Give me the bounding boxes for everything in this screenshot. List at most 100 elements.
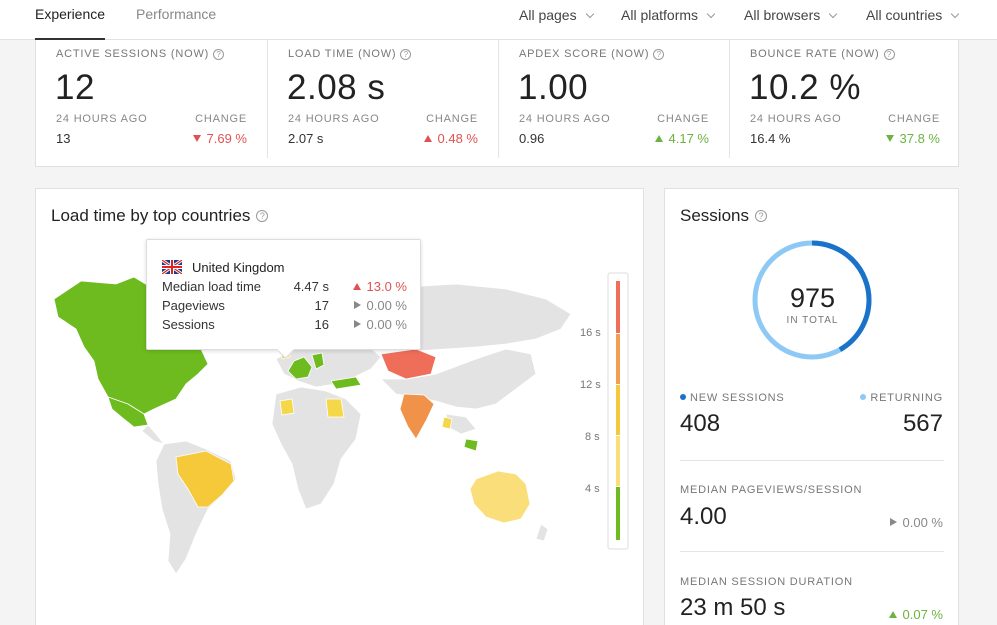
legend-label: 4 s — [585, 483, 600, 495]
kpi-previous: 2.07 s — [288, 131, 324, 146]
kpi-change-label: CHANGE — [657, 113, 709, 125]
tooltip-row-change: 13.0 % — [366, 279, 407, 294]
filter-countries-label: All countries — [866, 7, 943, 23]
legend-band-light — [616, 436, 620, 486]
legend-band-slowest — [616, 281, 620, 333]
kpi-change-value: 0.48 % — [437, 131, 478, 146]
help-icon[interactable]: ? — [883, 49, 895, 60]
filter-pages-label: All pages — [519, 7, 577, 23]
legend-label: 8 s — [585, 431, 600, 443]
sessions-card: Sessions? 975 IN TOTAL NEW SESSIONS RETU… — [664, 188, 959, 625]
pageviews-change: 0.00 % — [902, 515, 943, 530]
arrow-up-icon — [654, 135, 663, 142]
kpi-label: APDEX SCORE (NOW) — [519, 48, 650, 60]
legend-label: 16 s — [580, 327, 601, 339]
kpi-value: 10.2 % — [749, 68, 861, 107]
legend-band-slow — [616, 334, 620, 384]
filter-browsers-label: All browsers — [744, 7, 821, 23]
filter-browsers[interactable]: All browsers — [744, 0, 838, 30]
kpi-sub-label: 24 HOURS AGO — [56, 113, 148, 125]
card-title: Load time by top countries — [51, 206, 251, 225]
arrow-right-icon — [889, 518, 897, 526]
arrow-right-icon — [353, 320, 361, 328]
filter-pages[interactable]: All pages — [519, 0, 594, 30]
help-icon[interactable]: ? — [256, 210, 269, 222]
country-turkey[interactable] — [330, 376, 362, 390]
sessions-total-label: IN TOTAL — [786, 315, 839, 326]
kpi-label: LOAD TIME (NOW) — [288, 48, 397, 60]
help-icon[interactable]: ? — [213, 49, 225, 60]
country-brazil[interactable] — [175, 450, 235, 508]
legend-band-medium — [616, 385, 620, 435]
country-malaysia[interactable] — [463, 438, 479, 452]
returning-value: 567 — [902, 410, 943, 437]
world-map[interactable] — [36, 189, 645, 625]
arrow-down-icon — [192, 135, 201, 142]
kpi-change: 7.69 % — [192, 131, 247, 146]
kpi-change-value: 7.69 % — [206, 131, 247, 146]
tooltip-row-change: 0.00 % — [366, 317, 407, 332]
kpi-change-label: CHANGE — [426, 113, 478, 125]
country-india[interactable] — [399, 393, 435, 440]
kpi-label: ACTIVE SESSIONS (NOW) — [56, 48, 210, 60]
uk-flag-icon — [162, 260, 182, 274]
kpi-change-value: 37.8 % — [899, 131, 940, 146]
kpi-active-sessions: ACTIVE SESSIONS (NOW)? 12 24 HOURS AGO C… — [36, 40, 267, 158]
kpi-change: 4.17 % — [654, 131, 709, 146]
country-kazakhstan[interactable] — [380, 348, 437, 380]
help-icon[interactable]: ? — [653, 49, 665, 60]
duration-change: 0.07 % — [902, 607, 943, 622]
divider — [680, 460, 944, 461]
sessions-total: 975 — [789, 283, 836, 313]
kpi-previous: 13 — [56, 131, 71, 146]
arrow-up-icon — [352, 283, 361, 290]
chevron-down-icon — [585, 9, 594, 19]
help-icon[interactable]: ? — [400, 49, 412, 60]
country-thailand[interactable] — [441, 416, 453, 430]
tooltip-row-change: 0.00 % — [366, 298, 407, 313]
country-australia[interactable] — [469, 470, 531, 524]
country-france[interactable] — [287, 356, 313, 380]
help-icon[interactable]: ? — [754, 210, 767, 222]
tooltip-country: United Kingdom — [192, 260, 285, 275]
arrow-down-icon — [885, 135, 894, 142]
country-new-zealand[interactable] — [535, 523, 549, 542]
duration-value: 23 m 50 s — [680, 594, 786, 621]
filter-countries[interactable]: All countries — [866, 0, 960, 30]
arrow-right-icon — [353, 301, 361, 309]
country-egypt[interactable] — [325, 398, 345, 418]
card-title: Sessions — [680, 206, 749, 225]
tooltip-row-label: Sessions — [162, 317, 215, 332]
country-central-america[interactable] — [141, 424, 166, 445]
kpi-apdex: APDEX SCORE (NOW)? 1.00 24 HOURS AGO CHA… — [498, 40, 729, 158]
tooltip-row-value: 17 — [314, 298, 329, 313]
chevron-down-icon — [706, 9, 716, 19]
kpi-load-time: LOAD TIME (NOW)? 2.08 s 24 HOURS AGO CHA… — [267, 40, 498, 158]
kpi-bounce-rate: BOUNCE RATE (NOW)? 10.2 % 24 HOURS AGO C… — [729, 40, 960, 158]
kpi-change-label: CHANGE — [888, 113, 940, 125]
duration-label: MEDIAN SESSION DURATION — [680, 576, 853, 588]
returning-dot — [860, 394, 867, 400]
tab-experience[interactable]: Experience — [35, 0, 106, 40]
filter-platforms-label: All platforms — [621, 7, 699, 23]
tab-performance[interactable]: Performance — [136, 6, 217, 22]
arrow-up-icon — [888, 611, 897, 618]
sessions-donut[interactable] — [750, 238, 874, 362]
tooltip-row-label: Pageviews — [162, 298, 225, 313]
new-sessions-value: 408 — [680, 410, 721, 437]
kpi-sub-label: 24 HOURS AGO — [750, 113, 842, 125]
legend-label: 12 s — [580, 379, 601, 391]
tooltip-row-label: Median load time — [162, 279, 261, 294]
returning-label: RETURNING — [870, 392, 943, 404]
tooltip-row-value: 4.47 s — [293, 279, 329, 294]
country-africa[interactable] — [271, 386, 362, 510]
country-germany[interactable] — [311, 352, 325, 370]
kpi-value: 2.08 s — [287, 68, 386, 107]
kpi-label: BOUNCE RATE (NOW) — [750, 48, 880, 60]
country-morocco[interactable] — [279, 398, 295, 416]
kpi-sub-label: 24 HOURS AGO — [519, 113, 611, 125]
filter-platforms[interactable]: All platforms — [621, 0, 716, 30]
kpi-change-value: 4.17 % — [668, 131, 709, 146]
kpi-previous: 16.4 % — [750, 131, 791, 146]
country-mexico[interactable] — [107, 396, 149, 428]
